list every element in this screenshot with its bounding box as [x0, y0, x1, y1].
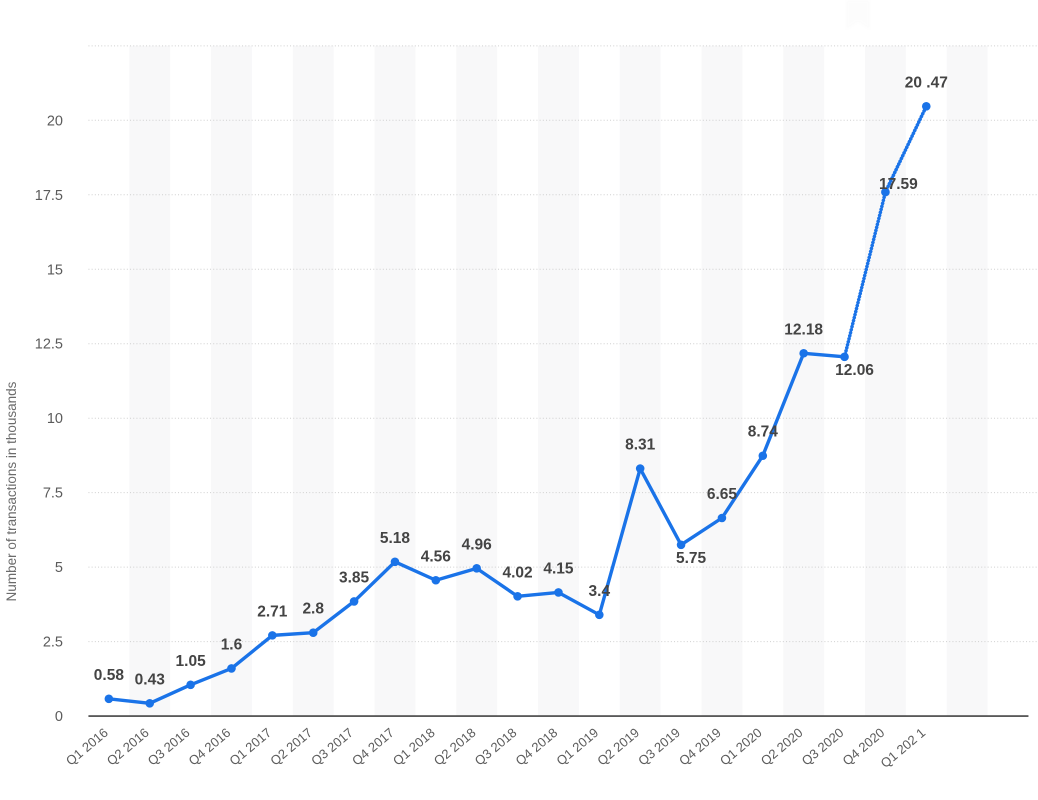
svg-text:8.74: 8.74	[748, 424, 779, 441]
svg-text:4.96: 4.96	[462, 536, 493, 553]
svg-text:Number of transactions in thou: Number of transactions in thousands	[4, 381, 19, 601]
svg-text:20: 20	[47, 113, 63, 129]
svg-text:8.31: 8.31	[625, 437, 656, 454]
svg-text:17.5: 17.5	[35, 188, 63, 204]
svg-text:Q3 2019: Q3 2019	[635, 725, 683, 769]
svg-text:4.02: 4.02	[502, 564, 532, 581]
svg-text:12.18: 12.18	[784, 321, 823, 338]
svg-text:2.8: 2.8	[302, 601, 324, 618]
svg-text:0.58: 0.58	[94, 667, 125, 684]
svg-text:15: 15	[47, 262, 63, 278]
svg-text:17.59: 17.59	[879, 176, 918, 193]
svg-text:Q2 2017: Q2 2017	[267, 725, 315, 769]
svg-text:2.71: 2.71	[257, 603, 288, 620]
svg-text:Q1 2017: Q1 2017	[226, 725, 274, 769]
svg-text:12.06: 12.06	[835, 362, 874, 379]
svg-text:7.5: 7.5	[43, 486, 63, 502]
svg-text:Q1 2016: Q1 2016	[63, 725, 111, 769]
svg-text:1.6: 1.6	[221, 636, 243, 653]
svg-text:Q1 2020: Q1 2020	[717, 725, 765, 769]
svg-text:6.65: 6.65	[707, 486, 738, 503]
svg-text:Q1 2018: Q1 2018	[390, 725, 438, 769]
svg-text:1.05: 1.05	[176, 653, 207, 670]
svg-text:5.18: 5.18	[380, 530, 411, 547]
svg-text:Q4 2019: Q4 2019	[676, 725, 724, 769]
svg-text:Q2 2018: Q2 2018	[431, 725, 479, 769]
svg-text:0: 0	[55, 709, 63, 725]
svg-text:2.5: 2.5	[43, 635, 63, 651]
svg-text:Q3 2016: Q3 2016	[145, 725, 193, 769]
svg-text:Q3 2018: Q3 2018	[472, 725, 520, 769]
svg-text:Q2 2020: Q2 2020	[758, 725, 806, 769]
svg-text:0.43: 0.43	[135, 671, 166, 688]
svg-text:Q4 2017: Q4 2017	[349, 725, 397, 769]
svg-text:Q4 2016: Q4 2016	[186, 725, 234, 769]
svg-text:Q2 2019: Q2 2019	[594, 725, 642, 769]
svg-text:Q4 2018: Q4 2018	[513, 725, 561, 769]
svg-text:20 .47: 20 .47	[905, 74, 948, 91]
svg-text:3.85: 3.85	[339, 569, 370, 586]
svg-text:5.75: 5.75	[676, 550, 707, 567]
svg-text:Q2 2016: Q2 2016	[104, 725, 152, 769]
svg-text:Q3 2017: Q3 2017	[308, 725, 356, 769]
svg-text:5: 5	[55, 560, 63, 576]
svg-text:Q1 202 1: Q1 202 1	[878, 725, 929, 771]
svg-text:4.56: 4.56	[421, 548, 452, 565]
svg-text:10: 10	[47, 411, 63, 427]
svg-text:4.15: 4.15	[543, 560, 574, 577]
svg-text:12.5: 12.5	[35, 337, 63, 353]
svg-text:Q3 2020: Q3 2020	[799, 725, 847, 769]
svg-text:Q1 2019: Q1 2019	[553, 725, 601, 769]
svg-text:3.4: 3.4	[589, 583, 611, 600]
